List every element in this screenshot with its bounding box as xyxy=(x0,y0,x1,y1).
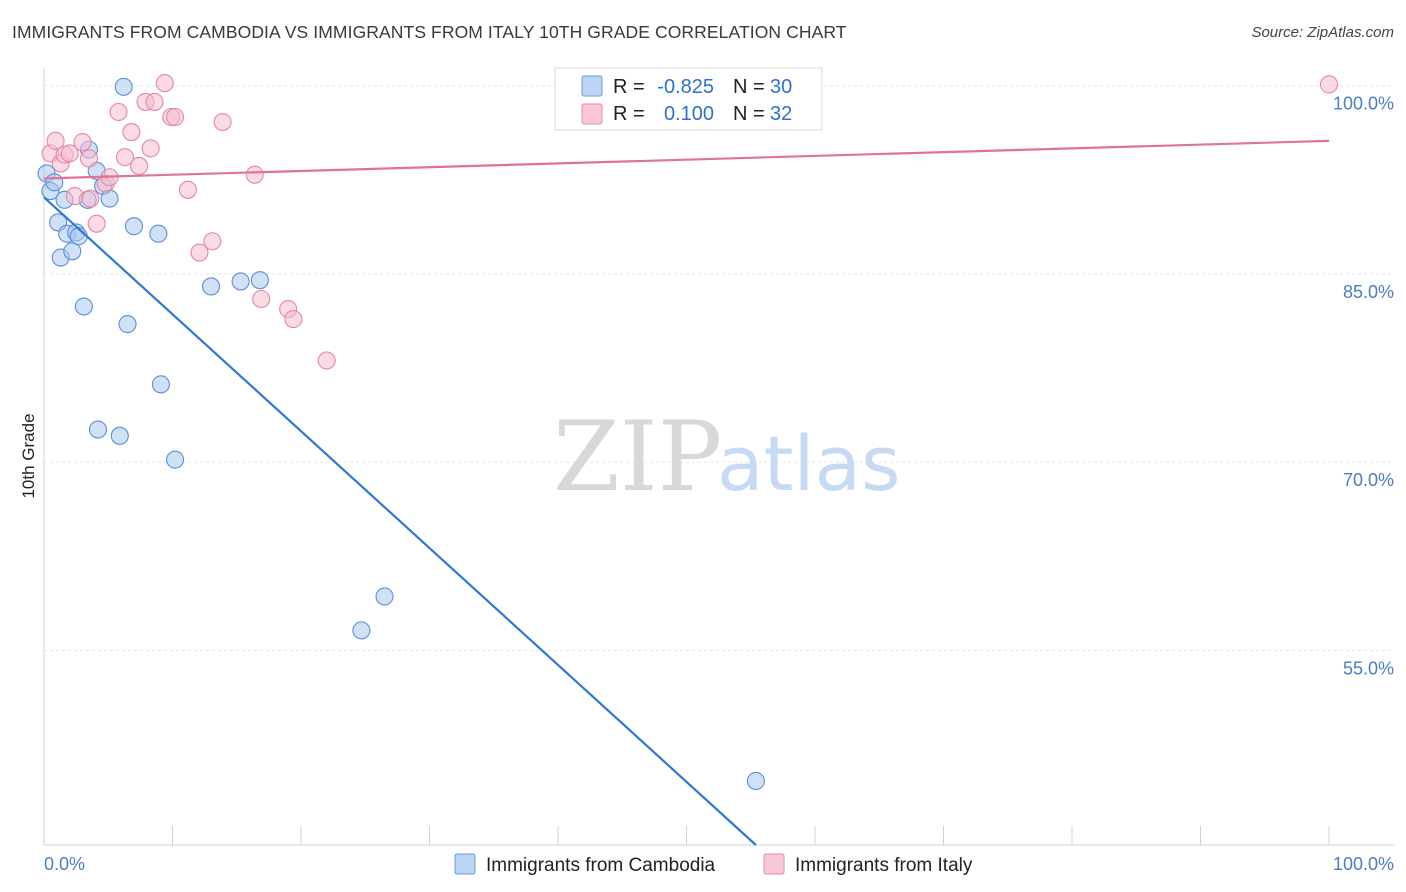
legend-n-value-italy: 32 xyxy=(770,103,792,125)
legend-r-value-italy: 0.100 xyxy=(664,103,714,125)
point-cambodia-10 xyxy=(74,297,93,316)
point-cambodia-23 xyxy=(166,450,185,469)
series-italy-points xyxy=(41,74,1339,370)
point-italy-27 xyxy=(252,289,271,309)
legend-swatch-cambodia xyxy=(581,75,603,97)
stats-legend: R = -0.825 N = 30 R = 0.100 N = 32 xyxy=(554,67,823,131)
y-tick-label-3: 55.0% xyxy=(1343,658,1394,678)
point-cambodia-29 xyxy=(746,771,765,791)
point-cambodia-25 xyxy=(231,272,250,291)
point-cambodia-27 xyxy=(352,621,371,640)
point-italy-24 xyxy=(203,232,222,251)
series-legend-label-italy: Immigrants from Italy xyxy=(795,855,973,876)
point-cambodia-2 xyxy=(45,173,64,192)
trend-line-cambodia xyxy=(43,196,757,846)
legend-n-label-cambodia: N = xyxy=(733,76,765,98)
x-axis-ticks xyxy=(172,826,1330,845)
point-italy-21 xyxy=(166,107,185,127)
point-cambodia-20 xyxy=(124,217,143,236)
point-cambodia-14 xyxy=(88,420,108,439)
legend-n-label-italy: N = xyxy=(733,103,765,125)
watermark: ZIP atlas xyxy=(553,401,901,513)
series-legend-label-cambodia: Immigrants from Cambodia xyxy=(486,855,716,876)
point-italy-29 xyxy=(284,310,303,329)
point-italy-15 xyxy=(130,156,149,175)
series-cambodia-points xyxy=(37,77,765,791)
point-italy-23 xyxy=(190,243,209,262)
point-italy-5 xyxy=(65,187,84,206)
legend-r-value-cambodia: -0.825 xyxy=(657,76,714,98)
point-italy-12 xyxy=(109,102,128,122)
point-cambodia-16 xyxy=(100,189,119,208)
point-italy-30 xyxy=(317,351,336,370)
point-cambodia-22 xyxy=(151,375,170,394)
point-cambodia-18 xyxy=(114,77,133,96)
point-italy-8 xyxy=(81,189,100,208)
y-tick-label-1: 85.0% xyxy=(1343,282,1394,302)
point-italy-22 xyxy=(178,180,197,199)
watermark-atlas: atlas xyxy=(717,419,901,508)
point-italy-9 xyxy=(87,214,106,233)
point-cambodia-21 xyxy=(149,224,168,243)
point-italy-26 xyxy=(245,165,264,184)
point-cambodia-17 xyxy=(110,426,129,445)
chart-title: IMMIGRANTS FROM CAMBODIA VS IMMIGRANTS F… xyxy=(12,22,847,42)
series-legend-swatch-italy xyxy=(763,853,785,875)
legend-r-label-italy: R = xyxy=(613,103,645,125)
point-cambodia-19 xyxy=(118,315,137,334)
point-italy-17 xyxy=(141,139,160,158)
series-legend-swatch-cambodia xyxy=(454,853,476,875)
point-italy-1 xyxy=(46,131,65,150)
point-italy-13 xyxy=(115,148,135,167)
point-italy-6 xyxy=(73,133,92,152)
x-tick-label-max: 100.0% xyxy=(1333,854,1394,874)
x-tick-label-min: 0.0% xyxy=(44,854,85,874)
point-italy-18 xyxy=(145,92,164,111)
point-cambodia-24 xyxy=(202,277,221,296)
trend-lines xyxy=(43,139,1330,846)
legend-n-value-cambodia: 30 xyxy=(770,76,792,98)
point-italy-25 xyxy=(213,112,232,132)
series-legend: Immigrants from Cambodia Immigrants from… xyxy=(454,853,973,876)
y-tick-label-0: 100.0% xyxy=(1333,94,1394,114)
point-cambodia-7 xyxy=(63,242,82,261)
point-italy-7 xyxy=(79,149,99,168)
y-axis-label: 10th Grade xyxy=(19,413,38,498)
watermark-zip: ZIP xyxy=(553,401,722,513)
source-credit: Source: ZipAtlas.com xyxy=(1251,24,1394,41)
point-italy-14 xyxy=(122,123,141,142)
point-cambodia-26 xyxy=(250,271,269,290)
y-tick-label-2: 70.0% xyxy=(1343,470,1394,490)
gridlines xyxy=(44,85,1394,651)
point-italy-19 xyxy=(155,74,174,93)
point-cambodia-28 xyxy=(375,587,394,606)
legend-r-label-cambodia: R = xyxy=(613,76,645,98)
point-italy-31 xyxy=(1319,75,1339,94)
legend-swatch-italy xyxy=(581,103,603,125)
point-italy-4 xyxy=(60,144,79,163)
y-axis-tick-labels: 100.0% 85.0% 70.0% 55.0% xyxy=(1333,94,1394,679)
trend-line-italy xyxy=(43,139,1330,180)
